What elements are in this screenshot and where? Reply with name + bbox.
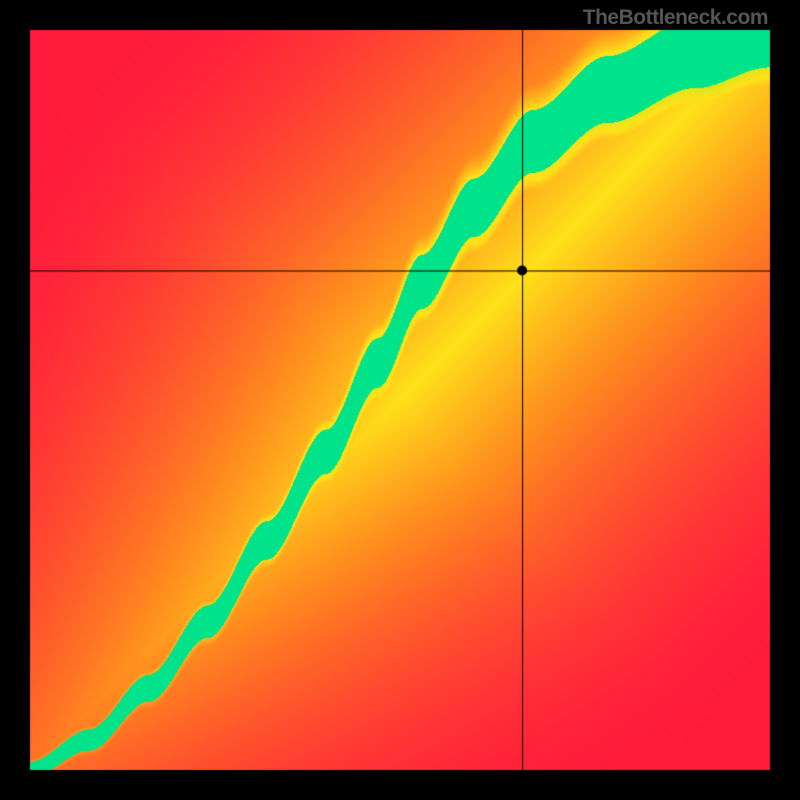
chart-container: TheBottleneck.com [0, 0, 800, 800]
heatmap-canvas [0, 0, 800, 800]
watermark-label: TheBottleneck.com [583, 6, 768, 30]
